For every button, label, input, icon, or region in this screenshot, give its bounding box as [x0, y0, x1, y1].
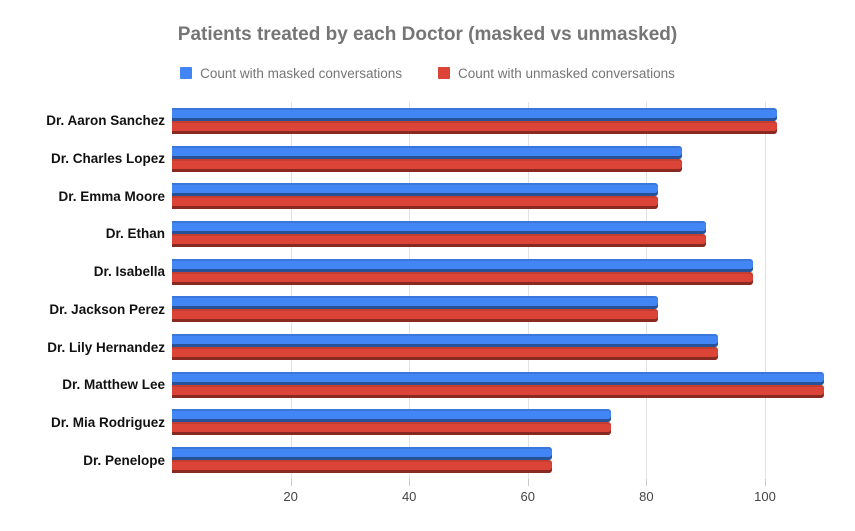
bar-masked: [172, 371, 825, 385]
x-tick-label: 80: [639, 489, 654, 504]
chart-row: Dr. Mia Rodriguez: [0, 404, 855, 442]
plot-area: Dr. Aaron Sanchez Dr. Charles Lopez Dr. Em…: [0, 102, 855, 479]
chart-row: Dr. Jackson Perez: [0, 291, 855, 329]
legend-item-unmasked: Count with unmasked conversations: [437, 65, 675, 81]
chart-row: Dr. Aaron Sanchez: [0, 102, 855, 140]
bar-masked: [172, 145, 682, 159]
bar-group: [172, 258, 848, 285]
bar-group: [172, 296, 848, 323]
legend-item-masked: Count with masked conversations: [180, 66, 402, 81]
x-tick-mark: [764, 479, 766, 486]
chart-rows: Dr. Aaron Sanchez Dr. Charles Lopez Dr. Em…: [0, 102, 855, 479]
bar-masked: [172, 220, 706, 234]
bar-unmasked: [172, 460, 552, 474]
bar-group: [172, 107, 848, 134]
bar-group: [172, 371, 848, 398]
category-label: Dr. Penelope: [83, 452, 165, 468]
x-tick-label: 100: [754, 489, 776, 504]
x-tick-mark: [290, 479, 292, 486]
gridline: [764, 102, 766, 479]
category-label: Dr. Matthew Lee: [62, 377, 165, 393]
legend-swatch-unmasked-icon: [437, 67, 450, 79]
bar-group: [172, 334, 848, 361]
bar-unmasked: [172, 271, 754, 285]
category-label: Dr. Mia Rodriguez: [50, 414, 165, 430]
bar-masked: [172, 296, 659, 310]
bar-unmasked: [172, 422, 611, 436]
x-tick-mark: [646, 479, 648, 486]
bar-masked: [172, 447, 552, 461]
legend-label-masked: Count with masked conversations: [200, 65, 402, 81]
category-label: Dr. Emma Moore: [58, 188, 165, 204]
bar-masked: [172, 334, 718, 348]
legend-swatch-masked-icon: [180, 67, 193, 79]
chart-row: Dr. Isabella: [0, 253, 855, 291]
bar-unmasked: [172, 309, 659, 323]
gridline: [646, 102, 648, 479]
bar-group: [172, 145, 848, 172]
chart-row: Dr. Charles Lopez: [0, 140, 855, 178]
category-label: Dr. Isabella: [93, 264, 165, 280]
bar-group: [172, 183, 848, 210]
x-tick-mark: [527, 479, 529, 486]
bar-masked: [172, 183, 659, 197]
legend: Count with masked conversations Count wi…: [0, 65, 855, 81]
chart-row: Dr. Emma Moore: [0, 177, 855, 215]
bar-unmasked: [172, 347, 718, 361]
gridline: [527, 102, 529, 479]
bar-unmasked: [172, 120, 777, 134]
gridline: [290, 102, 292, 479]
category-label: Dr. Lily Hernandez: [47, 339, 165, 355]
category-label: Dr. Ethan: [105, 226, 165, 242]
bar-masked: [172, 409, 611, 423]
bar-unmasked: [172, 196, 659, 210]
x-tick-label: 20: [283, 489, 298, 504]
bar-masked: [172, 107, 777, 121]
chart-title: Patients treated by each Doctor (masked …: [177, 24, 678, 45]
x-axis: 20 40 60 80 100: [172, 479, 848, 519]
bar-group: [172, 447, 848, 474]
bar-group: [172, 220, 848, 247]
plot-grid: [172, 102, 848, 479]
bar-unmasked: [172, 384, 825, 398]
bar-unmasked: [172, 233, 706, 247]
chart-row: Dr. Matthew Lee: [0, 366, 855, 404]
chart-row: Dr. Penelope: [0, 441, 855, 479]
x-tick-mark: [409, 479, 411, 486]
category-label: Dr. Charles Lopez: [50, 151, 165, 167]
bar-masked: [172, 258, 754, 272]
chart-row: Dr. Ethan: [0, 215, 855, 253]
bar-unmasked: [172, 158, 682, 172]
bar-group: [172, 409, 848, 436]
x-tick-label: 60: [520, 489, 536, 504]
category-label: Dr. Aaron Sanchez: [46, 113, 165, 129]
chart-row: Dr. Lily Hernandez: [0, 328, 855, 366]
x-tick-label: 40: [401, 489, 417, 504]
category-label: Dr. Jackson Perez: [49, 301, 165, 317]
legend-label-unmasked: Count with unmasked conversations: [457, 65, 675, 81]
gridline: [409, 102, 411, 479]
